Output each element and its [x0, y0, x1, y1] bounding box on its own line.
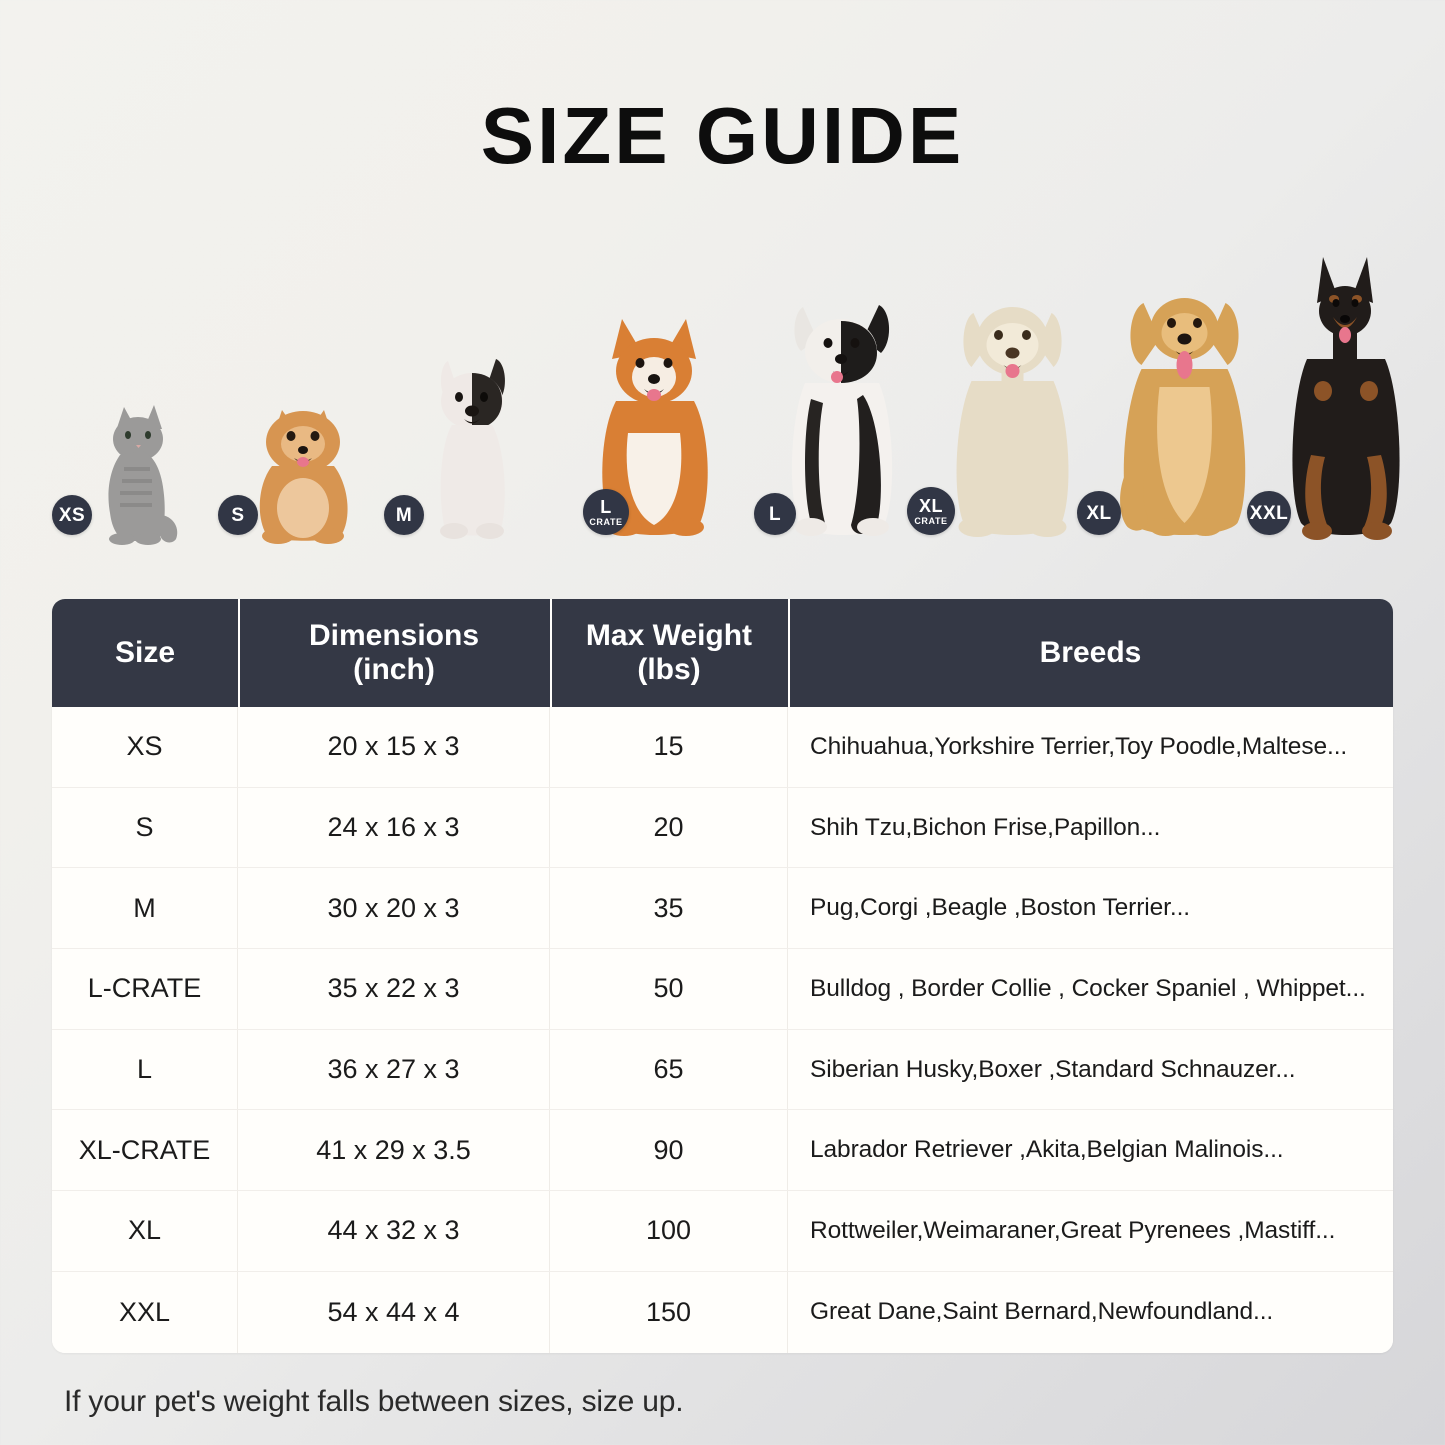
pet-item-l: L	[742, 295, 942, 545]
border-collie-sitting-icon	[767, 295, 917, 545]
badge-sublabel: CRATE	[589, 516, 623, 527]
size-badge-l-crate: L CRATE	[583, 489, 629, 535]
pet-size-lineup: XS	[52, 255, 1400, 545]
cell-size: L-CRATE	[52, 949, 238, 1029]
cell-dimensions: 44 x 32 x 3	[238, 1191, 550, 1271]
cell-max-weight: 35	[550, 868, 788, 949]
size-table: Size Dimensions (inch) Max Weight (lbs) …	[52, 599, 1393, 1353]
cell-breeds: Labrador Retriever ,Akita,Belgian Malino…	[810, 1136, 1284, 1164]
table-header-row: Size Dimensions (inch) Max Weight (lbs) …	[52, 599, 1393, 707]
pet-item-xl: XL	[1077, 277, 1292, 545]
cat-sitting-icon	[76, 395, 188, 545]
footer-note: If your pet's weight falls between sizes…	[64, 1385, 684, 1418]
cell-breeds: Great Dane,Saint Bernard,Newfoundland...	[810, 1298, 1274, 1326]
pet-item-xs: XS	[52, 395, 212, 545]
column-header-dimensions-unit: (inch)	[353, 653, 435, 686]
cell-breeds: Bulldog , Border Collie , Cocker Spaniel…	[810, 974, 1366, 1002]
cell-dimensions: 36 x 27 x 3	[238, 1029, 550, 1110]
table-row: XXL 54 x 44 x 4 150 Great Dane,Saint Ber…	[52, 1271, 1393, 1353]
cell-max-weight: 150	[550, 1271, 788, 1353]
cell-size: M	[52, 868, 238, 949]
french-bulldog-sitting-icon	[412, 355, 532, 545]
column-header-breeds: Breeds	[788, 599, 1393, 707]
cell-dimensions: 20 x 15 x 3	[238, 707, 550, 787]
size-badge-l: L	[754, 493, 796, 535]
cell-dimensions: 24 x 16 x 3	[238, 787, 550, 868]
badge-label: XL	[918, 495, 943, 516]
column-header-max-weight: Max Weight (lbs)	[550, 599, 788, 707]
cell-max-weight: 50	[550, 949, 788, 1029]
pet-item-xxl: XXL	[1247, 255, 1445, 545]
badge-label: L	[768, 503, 782, 525]
pet-item-m: M	[384, 355, 559, 545]
size-badge-xxl: XXL	[1247, 491, 1291, 535]
table-row: L-CRATE 35 x 22 x 3 50 Bulldog , Border …	[52, 949, 1393, 1030]
badge-label: M	[395, 504, 413, 526]
column-header-max-weight-unit: (lbs)	[637, 653, 701, 686]
table-row: L 36 x 27 x 3 65 Siberian Husky,Boxer ,S…	[52, 1029, 1393, 1111]
column-header-breeds-label: Breeds	[1039, 636, 1142, 670]
cell-breeds: Chihuahua,Yorkshire Terrier,Toy Poodle,M…	[810, 732, 1348, 760]
table-row: XL 44 x 32 x 3 100 Rottweiler,Weimaraner…	[52, 1191, 1393, 1272]
labrador-sitting-icon	[930, 285, 1095, 545]
cell-size: L	[52, 1029, 238, 1110]
badge-label: XS	[58, 504, 86, 526]
cell-max-weight: 20	[550, 787, 788, 868]
badge-sublabel: CRATE	[914, 515, 948, 526]
cell-breeds: Rottweiler,Weimaraner,Great Pyrenees ,Ma…	[810, 1216, 1336, 1244]
pet-item-s: S	[218, 380, 388, 545]
size-badge-xl: XL	[1077, 491, 1121, 535]
column-header-dimensions: Dimensions (inch)	[238, 599, 550, 707]
cell-size: XL-CRATE	[52, 1110, 238, 1191]
cell-dimensions: 35 x 22 x 3	[238, 949, 550, 1029]
cell-size: XL	[52, 1191, 238, 1271]
cell-dimensions: 30 x 20 x 3	[238, 868, 550, 949]
column-header-max-weight-label: Max Weight	[585, 619, 753, 653]
pet-item-l-crate: L CRATE	[557, 315, 752, 545]
cell-dimensions: 41 x 29 x 3.5	[238, 1110, 550, 1191]
cell-size: S	[52, 787, 238, 868]
badge-label: XL	[1086, 502, 1112, 524]
column-header-size-label: Size	[114, 636, 176, 670]
table-row: M 30 x 20 x 3 35 Pug,Corgi ,Beagle ,Bost…	[52, 868, 1393, 950]
cell-breeds: Siberian Husky,Boxer ,Standard Schnauzer…	[810, 1055, 1296, 1083]
badge-label: S	[231, 504, 245, 526]
shiba-inu-sitting-icon	[580, 315, 730, 545]
cell-breeds: Shih Tzu,Bichon Frise,Papillon...	[810, 813, 1161, 841]
badge-label: XXL	[1249, 502, 1289, 524]
table-row: XS 20 x 15 x 3 15 Chihuahua,Yorkshire Te…	[52, 707, 1393, 788]
table-row: XL-CRATE 41 x 29 x 3.5 90 Labrador Retri…	[52, 1110, 1393, 1192]
pomeranian-sitting-icon	[238, 380, 368, 545]
cell-size: XS	[52, 707, 238, 787]
cell-max-weight: 100	[550, 1191, 788, 1271]
size-badge-s: S	[218, 495, 258, 535]
cell-dimensions: 54 x 44 x 4	[238, 1271, 550, 1353]
column-header-size: Size	[52, 599, 238, 707]
pet-item-xl-crate: XL CRATE	[907, 285, 1117, 545]
table-row: S 24 x 16 x 3 20 Shih Tzu,Bichon Frise,P…	[52, 787, 1393, 869]
doberman-sitting-icon	[1267, 255, 1427, 545]
cell-size: XXL	[52, 1271, 238, 1353]
size-badge-xl-crate: XL CRATE	[907, 487, 955, 535]
column-header-dimensions-label: Dimensions	[308, 619, 480, 653]
golden-retriever-sitting-icon	[1097, 277, 1272, 545]
cell-breeds: Pug,Corgi ,Beagle ,Boston Terrier...	[810, 894, 1190, 922]
cell-max-weight: 90	[550, 1110, 788, 1191]
page-title: SIZE GUIDE	[480, 91, 965, 180]
badge-label: L	[600, 496, 612, 517]
size-badge-m: M	[384, 495, 424, 535]
size-badge-xs: XS	[52, 495, 92, 535]
cell-max-weight: 15	[550, 707, 788, 787]
cell-max-weight: 65	[550, 1029, 788, 1110]
